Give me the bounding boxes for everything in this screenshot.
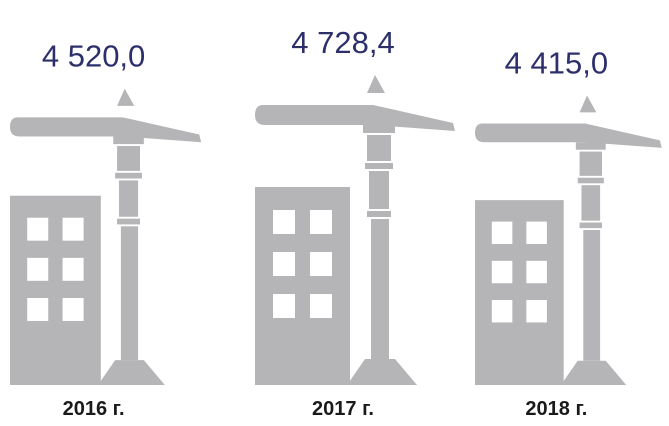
- value-label: 4 415,0: [505, 46, 608, 81]
- crane-shape: [475, 95, 662, 386]
- value-label: 4 728,4: [291, 25, 394, 60]
- crane-icon: [10, 88, 202, 386]
- year-label: 2018 г.: [525, 398, 587, 420]
- value-label: 4 520,0: [42, 39, 145, 74]
- crane-shape: [10, 88, 202, 386]
- year-label: 2017 г.: [312, 398, 374, 420]
- year-label: 2016 г.: [63, 398, 125, 420]
- crane-icon: [255, 75, 455, 385]
- crane-icon: [475, 95, 662, 386]
- crane-shape: [255, 75, 455, 385]
